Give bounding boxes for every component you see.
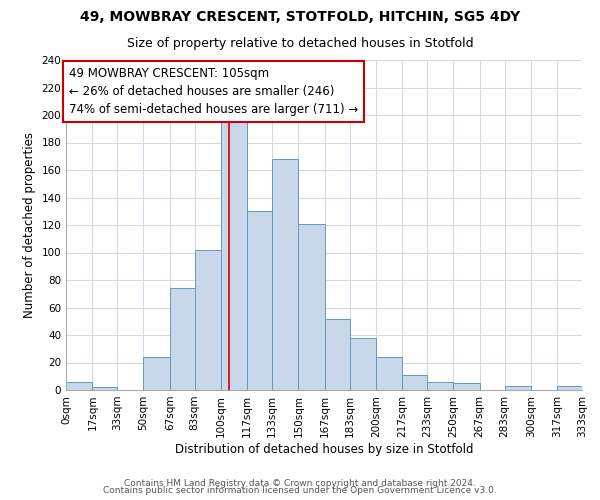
Bar (298, 224, 325, 390)
Bar (272, 159, 298, 390)
Bar (92, 387, 117, 390)
X-axis label: Distribution of detached houses by size in Stotfold: Distribution of detached houses by size … (175, 442, 473, 456)
Bar (376, 357, 402, 390)
Bar (66, 382, 92, 390)
Text: Size of property relative to detached houses in Stotfold: Size of property relative to detached ho… (127, 38, 473, 51)
Text: Contains HM Land Registry data © Crown copyright and database right 2024.: Contains HM Land Registry data © Crown c… (124, 478, 476, 488)
Bar (247, 211, 272, 390)
Bar (170, 288, 194, 390)
Y-axis label: Number of detached properties: Number of detached properties (23, 132, 36, 318)
Text: Contains public sector information licensed under the Open Government Licence v3: Contains public sector information licen… (103, 486, 497, 495)
Bar (427, 382, 454, 390)
Bar (325, 318, 350, 390)
Text: 49 MOWBRAY CRESCENT: 105sqm
← 26% of detached houses are smaller (246)
74% of se: 49 MOWBRAY CRESCENT: 105sqm ← 26% of det… (69, 67, 358, 116)
Bar (143, 357, 170, 390)
Text: 49, MOWBRAY CRESCENT, STOTFOLD, HITCHIN, SG5 4DY: 49, MOWBRAY CRESCENT, STOTFOLD, HITCHIN,… (80, 10, 520, 24)
Bar (505, 386, 531, 390)
Bar (221, 122, 247, 390)
Bar (402, 375, 427, 390)
Bar (557, 386, 582, 390)
Bar (194, 250, 221, 390)
Bar (350, 338, 376, 390)
Bar (454, 383, 480, 390)
